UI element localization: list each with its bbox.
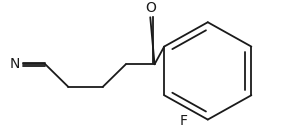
Text: F: F — [179, 114, 187, 128]
Text: O: O — [145, 2, 156, 15]
Text: N: N — [10, 57, 20, 71]
